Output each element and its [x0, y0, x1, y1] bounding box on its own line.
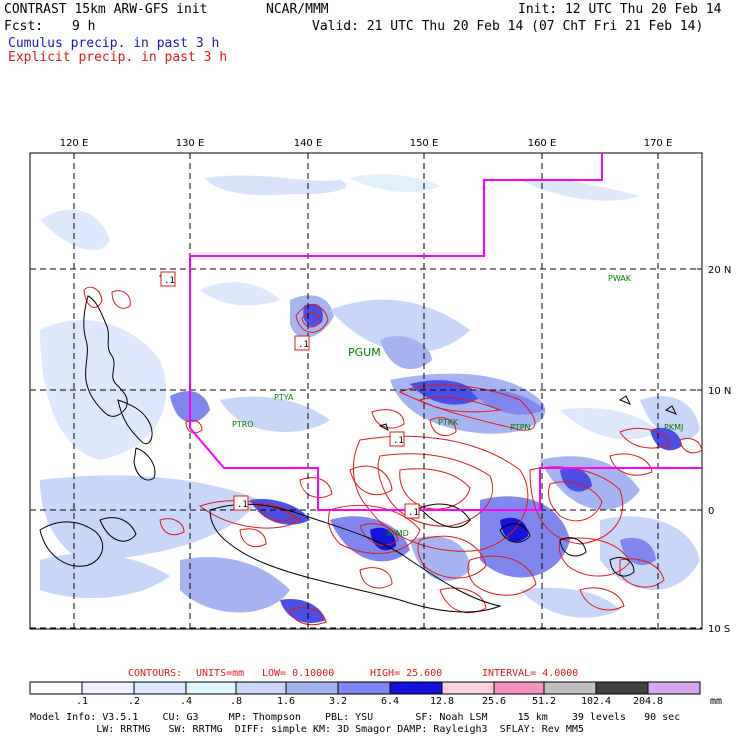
contour-label-boxes [160, 271, 420, 519]
station-ptya: PTYA [274, 393, 294, 402]
scale-label: .1 [75, 696, 89, 707]
station-pgum: PGUM [348, 346, 381, 359]
station-ptpn: PTPN [510, 423, 531, 432]
station-pwak: PWAK [608, 274, 632, 283]
model-info-line2: LW: RRTMG SW: RRTMG DIFF: simple KM: 3D … [30, 724, 584, 735]
lat-label-10s: 10 S [708, 624, 730, 635]
contours-low: LOW= 0.10000 [262, 668, 335, 679]
contours-units: UNITS=mm [196, 668, 245, 679]
legend-explicit: Explicit precip. in past 3 h [8, 50, 228, 65]
color-scale-bar [29, 681, 701, 695]
contour-box-label: .1 [393, 436, 404, 446]
scale-label: 51.2 [531, 696, 557, 707]
legend-cumulus: Cumulus precip. in past 3 h [8, 36, 220, 51]
scale-label: 25.6 [481, 696, 507, 707]
lon-label-150e: 150 E [410, 138, 439, 149]
model-info-line1: Model Info: V3.5.1 CU: G3 MP: Thompson P… [30, 712, 681, 723]
lon-label-170e: 170 E [644, 138, 673, 149]
lon-label-160e: 160 E [528, 138, 557, 149]
contour-box-label: .1 [408, 508, 419, 518]
scale-label: 1.6 [276, 696, 296, 707]
scale-label: 204.8 [632, 696, 664, 707]
scale-label: .4 [179, 696, 193, 707]
contours-high: HIGH= 25.600 [370, 668, 443, 679]
station-aymd: AYMD [386, 529, 409, 538]
lat-label-0: 0 [708, 506, 714, 517]
scale-unit: mm [709, 696, 723, 707]
station-pkmj: PKMJ [664, 423, 683, 432]
scale-label: .8 [229, 696, 243, 707]
contours-interval: INTERVAL= 4.0000 [482, 668, 579, 679]
station-ptkk: PTKK [438, 418, 459, 427]
lat-label-10n: 10 N [708, 386, 731, 397]
valid-time: Valid: 21 UTC Thu 20 Feb 14 (07 ChT Fri … [312, 19, 704, 34]
forecast-hours: 9 h [72, 19, 96, 34]
init-time: Init: 12 UTC Thu 20 Feb 14 [518, 2, 722, 17]
contour-box-label: .1 [237, 500, 248, 510]
cumulus-precip-shading [40, 174, 700, 624]
plot-title: CONTRAST 15km ARW-GFS init [4, 2, 208, 17]
lon-label-130e: 130 E [176, 138, 205, 149]
station-ptro: PTRO [232, 420, 254, 429]
org-label: NCAR/MMM [266, 2, 329, 17]
scale-label: .2 [127, 696, 141, 707]
scale-label: 12.8 [429, 696, 455, 707]
contours-label: CONTOURS: [128, 668, 183, 679]
lon-label-140e: 140 E [294, 138, 323, 149]
scale-label: 102.4 [580, 696, 612, 707]
coastlines [39, 271, 678, 613]
explicit-precip-contours [83, 286, 702, 626]
scale-label: 3.2 [328, 696, 348, 707]
forecast-label: Fcst: [4, 19, 44, 34]
domain-boundary [189, 153, 702, 511]
lon-label-120e: 120 E [60, 138, 89, 149]
scale-label: 6.4 [380, 696, 400, 707]
frame-ticks [73, 153, 702, 511]
contour-box-label: .1 [298, 340, 309, 350]
lat-label-20n: 20 N [708, 265, 731, 276]
contour-box-label: .1 [164, 276, 175, 286]
